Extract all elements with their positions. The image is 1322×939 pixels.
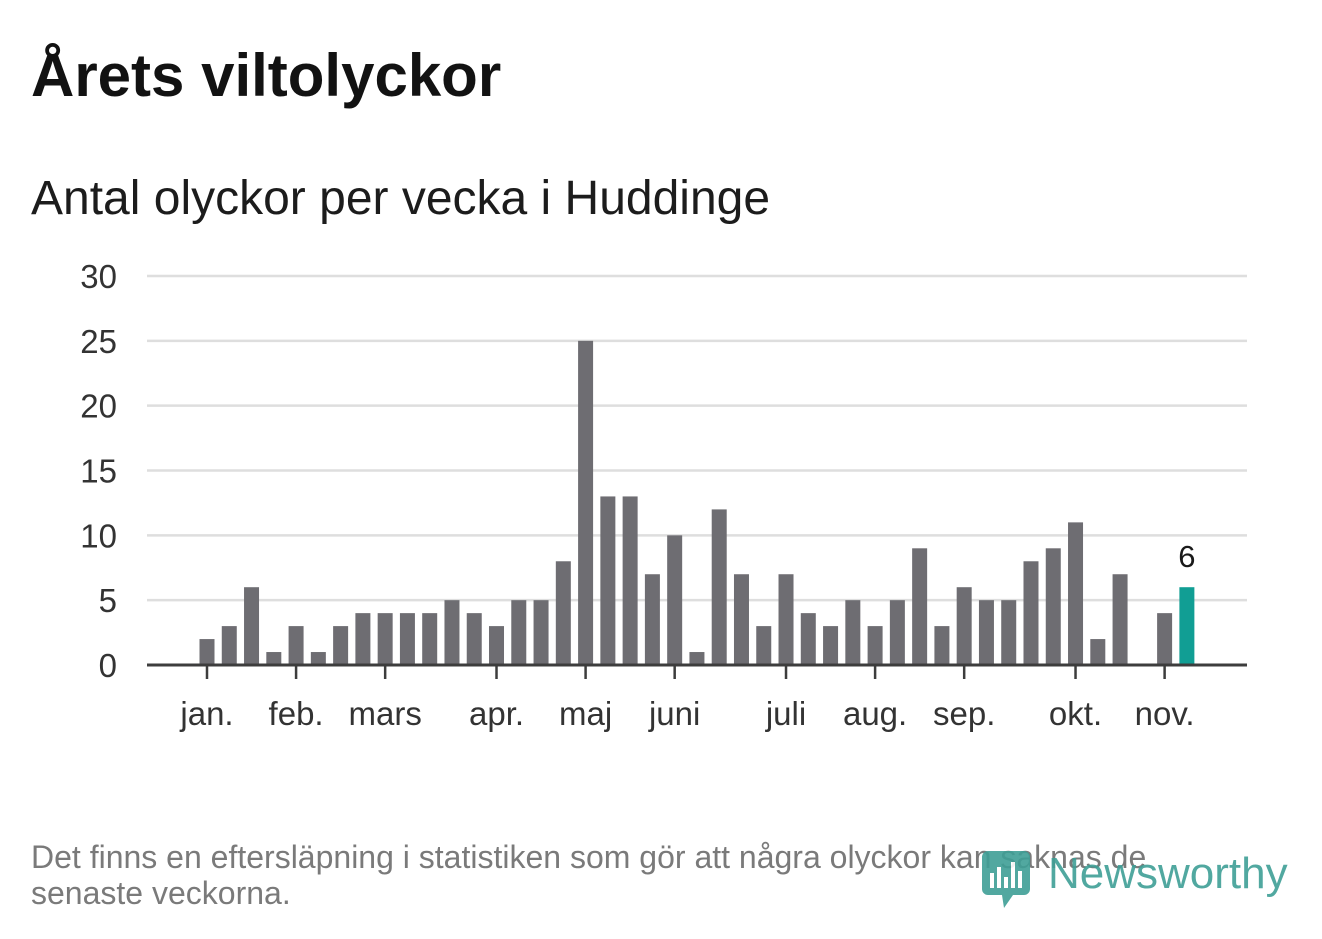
bar	[889, 600, 905, 665]
bar	[823, 626, 839, 665]
bar	[644, 574, 660, 665]
bar	[489, 626, 505, 665]
bar	[978, 600, 994, 665]
logo-text: Newsworthy	[1048, 849, 1288, 898]
y-tick-label: 0	[99, 647, 117, 684]
bar	[912, 548, 928, 665]
y-tick-label: 15	[80, 453, 117, 490]
y-tick-label: 30	[80, 258, 117, 295]
bar	[689, 652, 705, 665]
bar	[533, 600, 549, 665]
bar	[600, 496, 616, 665]
bar-value-label: 6	[1178, 539, 1195, 574]
bar	[1112, 574, 1128, 665]
bar	[355, 613, 371, 665]
footnote: Det finns en eftersläpning i statistiken…	[31, 839, 1147, 911]
bar-highlighted	[1179, 587, 1195, 665]
bar	[288, 626, 304, 665]
chart-subtitle: Antal olyckor per vecka i Huddinge	[31, 172, 771, 225]
bar	[1157, 613, 1173, 665]
x-tick-label: apr.	[469, 695, 524, 732]
bar	[800, 613, 816, 665]
bar	[1023, 561, 1039, 665]
x-tick-label: juli	[765, 695, 806, 732]
bar	[422, 613, 438, 665]
bar	[466, 613, 482, 665]
bar	[934, 626, 950, 665]
bar	[266, 652, 282, 665]
bar	[511, 600, 527, 665]
x-tick-label: juni	[648, 695, 700, 732]
bar	[667, 535, 683, 665]
newsworthy-logo: Newsworthy	[982, 851, 1288, 909]
y-tick-label: 20	[80, 388, 117, 425]
x-tick-label: mars	[348, 695, 421, 732]
bar	[733, 574, 749, 665]
chart-title: Årets viltolyckor	[31, 42, 502, 109]
y-tick-label: 5	[99, 582, 117, 619]
bar	[711, 509, 727, 665]
bar	[1090, 639, 1106, 665]
x-tick-label: feb.	[269, 695, 324, 732]
x-tick-label: nov.	[1135, 695, 1195, 732]
bar	[399, 613, 415, 665]
x-tick-label: jan.	[179, 695, 233, 732]
bar	[310, 652, 326, 665]
bar	[622, 496, 638, 665]
bar	[956, 587, 972, 665]
bar	[444, 600, 460, 665]
bar	[1001, 600, 1017, 665]
bar	[199, 639, 215, 665]
bar	[221, 626, 237, 665]
x-tick-label: okt.	[1049, 695, 1102, 732]
x-tick-label: maj	[559, 695, 612, 732]
y-tick-label: 25	[80, 323, 117, 360]
bar	[377, 613, 393, 665]
bar	[867, 626, 883, 665]
bar	[333, 626, 349, 665]
y-tick-label: 10	[80, 517, 117, 554]
x-tick-label: sep.	[933, 695, 995, 732]
bar	[845, 600, 861, 665]
bar	[578, 340, 594, 665]
bar	[756, 626, 772, 665]
bar	[778, 574, 794, 665]
newsworthy-logo-icon	[982, 851, 1030, 908]
bar	[1068, 522, 1084, 665]
bar	[244, 587, 260, 665]
bar	[555, 561, 571, 665]
bar-chart: 0 5 10 15 20 25 30 jan. feb. mars apr. maj juni juli a…	[80, 258, 1247, 732]
bar	[1045, 548, 1061, 665]
x-tick-label: aug.	[843, 695, 907, 732]
